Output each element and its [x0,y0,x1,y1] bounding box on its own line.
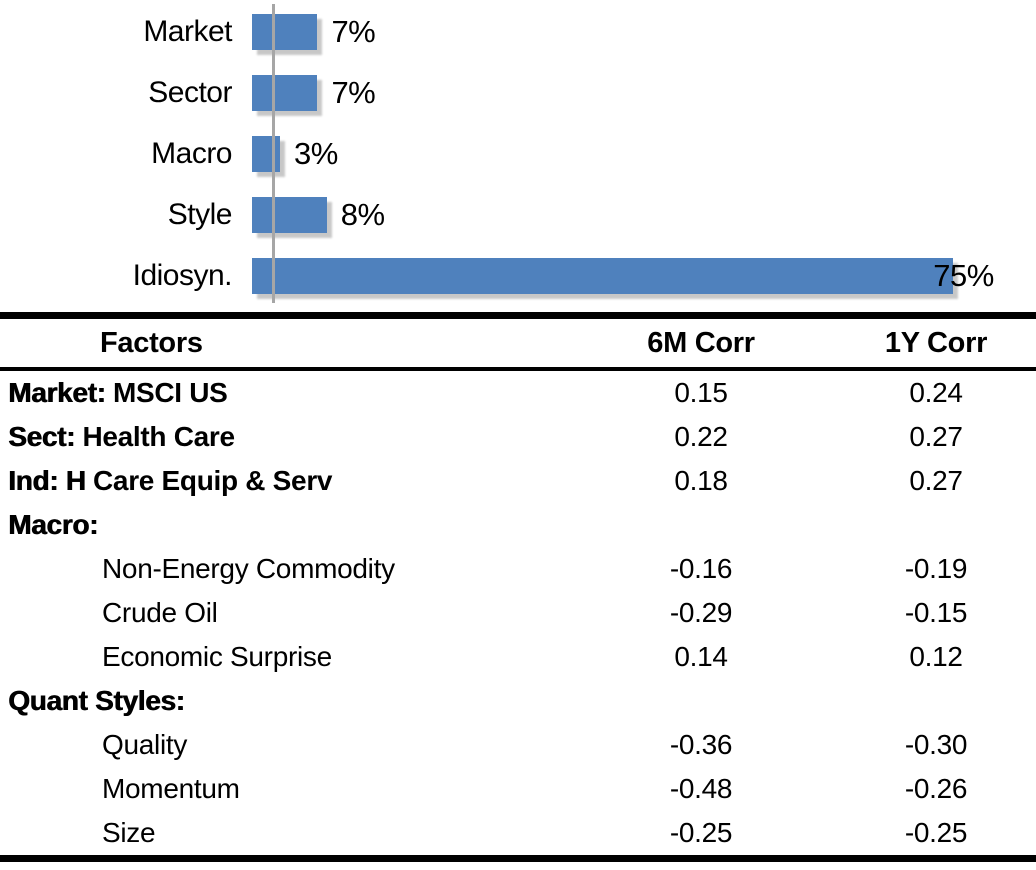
chart-bar [252,13,318,50]
row-factor-name: Economic Surprise [102,641,332,672]
cell-6m-corr: -0.48 [669,773,733,804]
row-factor-label: Momentum [0,773,566,805]
table-row: Momentum -0.48 -0.26 [0,767,1036,811]
chart-row: Market 7% [0,1,1036,62]
table-body: Market: MSCI US 0.15 0.24 Sect: Health C… [0,371,1036,855]
row-factor-label: Ind: H Care Equip & Serv [0,465,566,497]
row-factor-prefix: Market: [8,377,106,408]
row-factor-prefix: Macro: [8,509,98,540]
chart-row: Style 8% [0,184,1036,245]
chart-category-label: Macro [151,136,232,170]
table-row: Ind: H Care Equip & Serv 0.18 0.27 [0,459,1036,503]
cell-6m-corr: 0.15 [674,377,728,408]
cell-1y-corr: 0.24 [909,377,963,408]
chart-bar [252,135,281,172]
chart-plot-area: Market 7% Sector 7% Macro 3% Style 8% Id… [0,1,1036,306]
row-factor-label: Quality [0,729,566,761]
column-header-1y-corr: 1Y Corr [884,326,988,359]
chart-bar [252,196,327,233]
cell-6m-corr: 0.22 [674,421,728,452]
chart-value-label: 3% [294,135,338,171]
chart-bar-track: 75% [252,245,1036,306]
column-header-6m-corr: 6M Corr [647,326,755,359]
row-factor-label: Sect: Health Care [0,421,566,453]
chart-value-label: 8% [340,196,385,232]
chart-category-label: Market [143,14,232,48]
cell-6m-corr: -0.36 [669,729,733,760]
chart-value-label: 7% [331,74,376,110]
factor-correlation-table: Factors 6M Corr 1Y Corr Market: MSCI US … [0,312,1036,862]
chart-bar-track: 7% [252,62,1036,123]
row-factor-label: Size [0,817,566,849]
row-factor-name: Health Care [74,421,235,452]
chart-y-axis-line [272,4,275,303]
chart-category-label: Sector [148,75,232,109]
cell-1y-corr: -0.25 [904,817,968,848]
row-factor-name: Size [102,817,156,848]
chart-bar-track: 8% [252,184,1036,245]
chart-bar-track: 3% [252,123,1036,184]
cell-6m-corr: -0.25 [669,817,733,848]
chart-row: Sector 7% [0,62,1036,123]
chart-bar [252,74,318,111]
row-factor-name: Quality [102,729,188,760]
cell-1y-corr: 0.12 [909,641,963,672]
row-factor-name: MSCI US [105,377,228,408]
table-row: Macro: [0,503,1036,547]
cell-1y-corr: -0.19 [904,553,968,584]
chart-value-label: 7% [331,13,376,49]
table-row: Quality -0.36 -0.30 [0,723,1036,767]
row-factor-label: Economic Surprise [0,641,566,673]
cell-6m-corr: 0.14 [674,641,728,672]
row-factor-prefix: Quant Styles: [8,685,185,716]
row-factor-label: Non-Energy Commodity [0,553,566,585]
row-factor-prefix: Sect: [8,421,75,452]
cell-1y-corr: -0.26 [904,773,968,804]
table-header-row: Factors 6M Corr 1Y Corr [0,319,1036,371]
chart-bar-track: 7% [252,1,1036,62]
cell-6m-corr: 0.18 [674,465,728,496]
cell-1y-corr: -0.15 [904,597,968,628]
chart-row: Idiosyn. 75% [0,245,1036,306]
cell-1y-corr: 0.27 [909,465,963,496]
row-factor-label: Market: MSCI US [0,377,566,409]
table-row: Economic Surprise 0.14 0.12 [0,635,1036,679]
row-factor-label: Macro: [0,509,566,541]
table-row: Sect: Health Care 0.22 0.27 [0,415,1036,459]
table-row: Market: MSCI US 0.15 0.24 [0,371,1036,415]
chart-value-label: 75% [933,257,994,293]
table-row: Quant Styles: [0,679,1036,723]
cell-1y-corr: -0.30 [904,729,968,760]
row-factor-name: Crude Oil [102,597,218,628]
cell-6m-corr: -0.29 [669,597,733,628]
chart-category-label: Idiosyn. [132,258,233,292]
row-factor-name: Non-Energy Commodity [102,553,395,584]
column-header-factors: Factors [100,326,203,359]
table-row: Non-Energy Commodity -0.16 -0.19 [0,547,1036,591]
table-row: Crude Oil -0.29 -0.15 [0,591,1036,635]
chart-row: Macro 3% [0,123,1036,184]
risk-decomposition-bar-chart: Market 7% Sector 7% Macro 3% Style 8% Id… [0,0,1036,306]
chart-bar [252,257,954,294]
chart-category-label: Style [167,197,233,231]
cell-6m-corr: -0.16 [669,553,733,584]
row-factor-label: Quant Styles: [0,685,566,717]
cell-1y-corr: 0.27 [909,421,963,452]
row-factor-label: Crude Oil [0,597,566,629]
table-row: Size -0.25 -0.25 [0,811,1036,855]
row-factor-prefix: Ind: H [8,465,86,496]
row-factor-name: Care Equip & Serv [85,465,333,496]
row-factor-name: Momentum [102,773,240,804]
